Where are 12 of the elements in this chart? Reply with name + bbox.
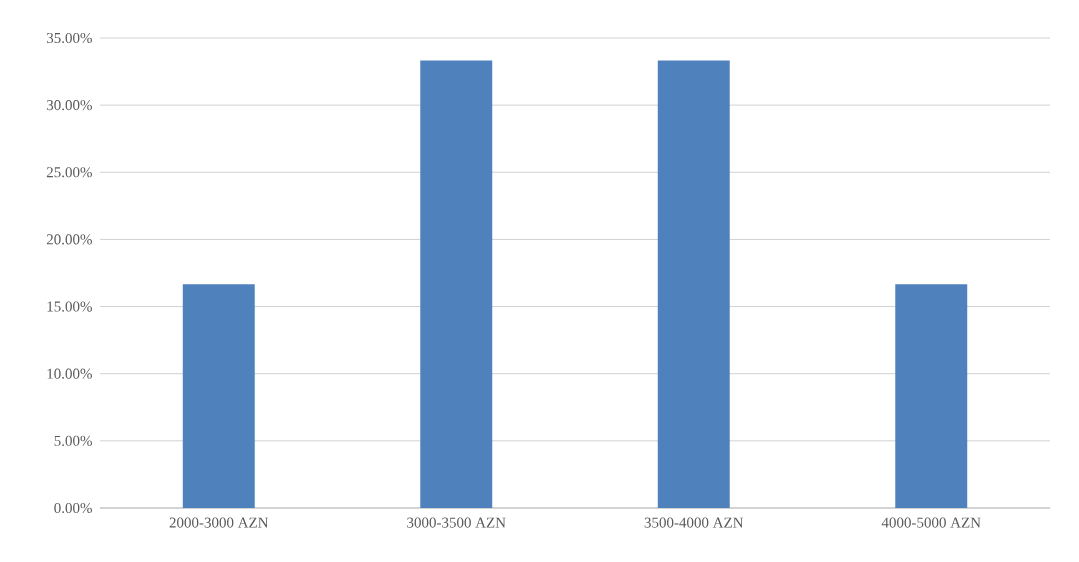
x-tick-label: 3000-3500 AZN — [407, 517, 506, 528]
x-tick-label: 2000-3000 AZN — [169, 517, 269, 528]
x-tick-label: 4000-5000 AZN — [881, 517, 981, 528]
y-tick-label: 35.00% — [46, 32, 92, 44]
y-tick-label: 15.00% — [47, 301, 92, 312]
y-tick-label: 10.00% — [47, 368, 92, 379]
y-tick-label: 20.00% — [46, 234, 92, 245]
x-tick-label: 3500-4000 AZN — [644, 517, 744, 528]
y-tick-label: 30.00% — [46, 100, 92, 111]
y-tick-label: 5.00% — [54, 435, 92, 446]
y-tick-label: 25.00% — [46, 167, 92, 178]
y-tick-label: 0.00% — [54, 502, 92, 514]
